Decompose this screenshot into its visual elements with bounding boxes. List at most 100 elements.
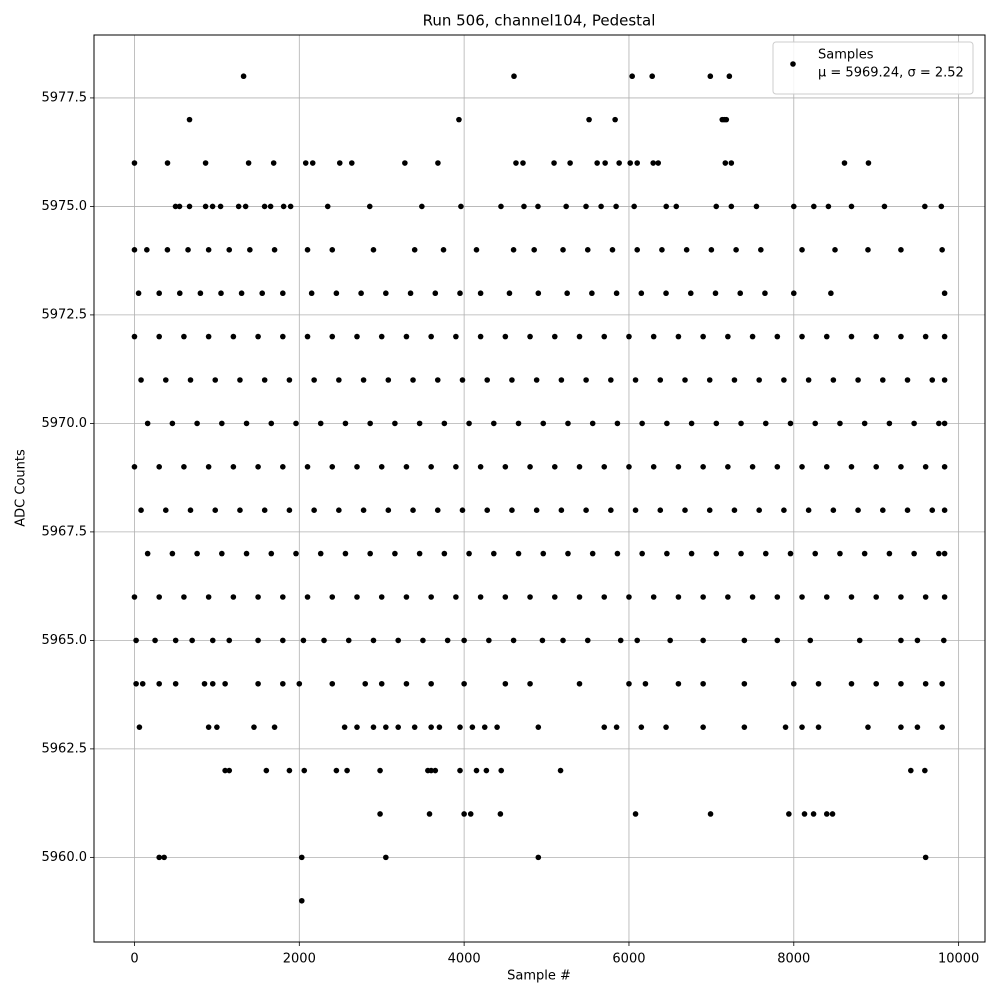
data-point [733,247,739,253]
data-point [700,680,706,687]
data-point [898,464,904,470]
data-point [302,160,309,166]
data-point [304,594,311,600]
data-point [535,203,541,210]
data-point [873,680,880,687]
data-point [329,464,336,470]
data-point [612,116,618,123]
data-point [865,160,872,166]
data-point [861,420,868,427]
data-point [226,637,233,644]
data-point [908,767,914,774]
data-point [649,73,656,80]
data-point [280,680,286,687]
data-point [886,550,893,557]
data-point [898,247,904,253]
data-point [922,594,929,600]
data-point [161,854,167,861]
data-point [589,420,596,427]
data-point [138,377,144,383]
data-point [565,550,571,557]
data-point [240,73,247,80]
data-point [392,420,398,427]
data-point [589,290,595,297]
data-point [626,594,632,600]
data-point [642,680,649,687]
data-point [823,594,830,600]
data-point [632,377,639,383]
data-point [700,724,706,730]
data-point [477,333,484,340]
data-point [617,637,624,644]
data-point [650,464,657,470]
data-point [205,594,212,600]
data-point [922,680,929,687]
data-point [823,464,830,470]
data-point [663,290,669,297]
data-point [461,637,467,644]
data-point [756,507,762,513]
data-point [873,594,880,600]
data-point [675,333,682,340]
data-point [243,420,250,427]
data-point [131,333,138,340]
data-point [584,637,591,644]
data-point [280,333,286,340]
data-point [342,420,349,427]
data-point [725,333,731,340]
data-point [539,637,546,644]
data-point [261,203,268,210]
x-tick-label: 10000 [938,952,979,967]
data-point [713,550,720,557]
data-point [513,160,519,166]
data-point [886,420,893,427]
data-point [230,464,237,470]
data-point [360,377,367,383]
data-point [403,464,410,470]
data-point [212,377,219,383]
data-point [385,377,392,383]
data-point [811,203,817,210]
data-point [395,724,401,730]
data-point [741,637,748,644]
data-point [247,247,253,253]
data-point [271,724,278,730]
data-point [762,550,769,557]
data-point [336,507,342,513]
data-point [286,377,293,383]
data-point [700,637,706,644]
data-point [205,464,212,470]
data-point [873,464,880,470]
data-point [941,333,948,340]
data-point [441,420,448,427]
y-tick-label: 5977.5 [42,90,88,105]
data-point [533,377,540,383]
data-point [426,811,433,817]
data-point [560,637,566,644]
data-point [218,290,224,297]
data-point [737,290,744,297]
data-point [255,594,261,600]
data-point [245,160,252,166]
data-point [629,73,635,80]
data-point [749,594,756,600]
data-point [509,377,515,383]
data-point [243,550,250,557]
data-point [563,203,569,210]
data-point [565,420,571,427]
data-point [533,507,540,513]
data-point [428,464,434,470]
data-point [634,247,641,253]
data-point [268,420,275,427]
data-point [469,724,476,730]
data-point [189,637,195,644]
data-point [222,680,228,687]
data-point [205,724,212,730]
data-point [848,333,855,340]
data-point [420,637,426,644]
data-point [904,507,911,513]
data-point [466,420,472,427]
data-point [345,637,352,644]
data-point [255,680,261,687]
data-point [481,724,488,730]
